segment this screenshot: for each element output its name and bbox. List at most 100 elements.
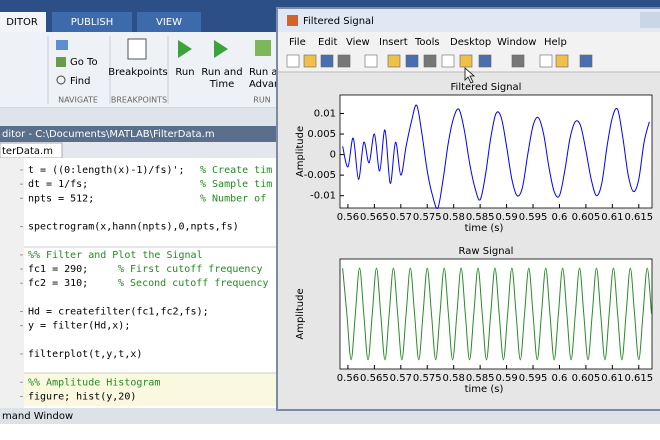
tab-label[interactable]: PUBLISH bbox=[71, 17, 114, 28]
x-tick-label: 0.565 bbox=[360, 212, 389, 223]
tool-button[interactable] bbox=[423, 54, 437, 68]
tool-button[interactable] bbox=[539, 54, 553, 68]
x-tick-label: 0.58 bbox=[443, 212, 465, 223]
y-tick-label: -0.01 bbox=[310, 191, 336, 202]
tool-button[interactable] bbox=[337, 54, 351, 68]
button-label[interactable]: Run and bbox=[201, 67, 242, 78]
tool-button[interactable] bbox=[286, 54, 300, 68]
x-tick-label: 0.575 bbox=[413, 212, 442, 223]
tool-button[interactable] bbox=[320, 54, 334, 68]
code-comment: % Number of bbox=[200, 193, 266, 204]
menu-item[interactable]: View bbox=[346, 37, 370, 48]
code-comment: % Create tim bbox=[200, 165, 272, 176]
tool-button[interactable] bbox=[387, 54, 401, 68]
button-label[interactable]: Go To bbox=[70, 57, 98, 68]
code-text: t = ((0:length(x)-1)/fs)'; bbox=[28, 165, 185, 176]
x-tick-label: 0.595 bbox=[519, 212, 548, 223]
icon bbox=[178, 40, 192, 58]
x-tick-label: 0.615 bbox=[624, 212, 653, 223]
x-tick-label: 0.585 bbox=[466, 373, 495, 384]
button-label[interactable]: Find bbox=[70, 76, 91, 87]
x-tick-label: 0.615 bbox=[624, 373, 653, 384]
editor-path: ditor - C:\Documents\MATLAB\FilterData.m bbox=[2, 129, 215, 140]
x-tick-label: 0.57 bbox=[390, 212, 412, 223]
code-text: fc2 = 310; bbox=[28, 278, 88, 289]
tool-button[interactable] bbox=[303, 54, 317, 68]
x-tick-label: 0.57 bbox=[390, 373, 412, 384]
tool-button[interactable] bbox=[511, 54, 525, 68]
tab-label[interactable]: DITOR bbox=[6, 17, 38, 28]
y-tick-label: -0.005 bbox=[304, 170, 336, 181]
command-window-label: mand Window bbox=[2, 411, 73, 422]
x-tick-label: 0.6 bbox=[552, 373, 568, 384]
x-axis-label: time (s) bbox=[465, 384, 504, 395]
x-axis-label: time (s) bbox=[465, 223, 504, 234]
x-tick-label: 0.605 bbox=[572, 212, 601, 223]
path-bar bbox=[0, 126, 280, 142]
x-tick-label: 0.58 bbox=[443, 373, 465, 384]
button-label[interactable]: Run bbox=[175, 67, 194, 78]
section-label: BREAKPOINTS bbox=[111, 96, 167, 105]
y-axis-label: Amplitude bbox=[295, 126, 306, 177]
tool-button[interactable] bbox=[579, 54, 593, 68]
title-bar bbox=[278, 9, 660, 32]
button-label[interactable]: Breakpoints bbox=[108, 67, 168, 78]
tool-button[interactable] bbox=[459, 54, 473, 68]
file-tab-label[interactable]: terData.m bbox=[2, 146, 53, 157]
menu-item[interactable]: File bbox=[289, 37, 306, 48]
chart-title: Filtered Signal bbox=[451, 82, 522, 93]
code-text: Hd = createfilter(fc1,fc2,fs); bbox=[28, 307, 209, 318]
x-tick-label: 0.585 bbox=[466, 212, 495, 223]
tab-label[interactable]: VIEW bbox=[156, 17, 182, 28]
menu-item[interactable]: Help bbox=[544, 37, 567, 48]
code-text: y = filter(Hd,x); bbox=[28, 321, 130, 332]
button-label[interactable]: Time bbox=[209, 79, 234, 90]
menu-item[interactable]: Desktop bbox=[450, 37, 491, 48]
code-comment: %% Filter and Plot the Signal bbox=[28, 250, 203, 261]
code-text: dt = 1/fs; bbox=[28, 179, 88, 190]
tab[interactable] bbox=[137, 12, 201, 32]
icon bbox=[56, 57, 66, 67]
icon bbox=[127, 38, 147, 60]
tool-button[interactable] bbox=[364, 54, 378, 68]
y-axis-label: Amplitude bbox=[295, 288, 306, 339]
tool-button[interactable] bbox=[441, 54, 455, 68]
button-label[interactable]: Run and bbox=[249, 67, 290, 78]
button-label[interactable]: Advanc bbox=[249, 79, 286, 90]
command-bar bbox=[0, 408, 280, 424]
app-icon bbox=[287, 15, 298, 26]
menu-item[interactable]: Window bbox=[497, 37, 536, 48]
x-tick-label: 0.565 bbox=[360, 373, 389, 384]
code-text: filterplot(t,y,t,x) bbox=[28, 349, 142, 360]
menu-item[interactable]: Edit bbox=[318, 37, 337, 48]
tool-button[interactable] bbox=[405, 54, 419, 68]
tool-button[interactable] bbox=[555, 54, 569, 68]
command-bar bbox=[280, 408, 660, 424]
menu-item[interactable]: Tools bbox=[414, 37, 440, 48]
menu-item[interactable]: Insert bbox=[379, 37, 408, 48]
x-tick-label: 0.575 bbox=[413, 373, 442, 384]
active-cell bbox=[24, 373, 280, 406]
code-comment: %% Amplitude Histogram bbox=[28, 377, 160, 388]
code-comment: % Sample tim bbox=[200, 179, 272, 190]
code-text: spectrogram(x,hann(npts),0,npts,fs) bbox=[28, 222, 239, 233]
tool-button[interactable] bbox=[478, 54, 492, 68]
x-tick-label: 0.605 bbox=[572, 373, 601, 384]
window-button[interactable] bbox=[640, 12, 660, 28]
window-title: Filtered Signal bbox=[303, 16, 374, 27]
y-tick-label: 0.01 bbox=[314, 108, 336, 119]
icon bbox=[56, 75, 66, 85]
menu: File Edit View Insert Tools Desktop Window Help bbox=[289, 37, 567, 48]
code-text: figure; hist(y,20) bbox=[28, 391, 136, 402]
tab[interactable] bbox=[52, 12, 132, 32]
x-tick-label: 0.61 bbox=[601, 373, 623, 384]
chart-title: Raw Signal bbox=[459, 246, 514, 257]
x-tick-label: 0.61 bbox=[601, 212, 623, 223]
code-area bbox=[0, 158, 280, 408]
icon bbox=[214, 40, 228, 58]
signal-line bbox=[342, 104, 650, 210]
icon bbox=[56, 40, 68, 50]
code-comment: % Second cutoff frequency bbox=[118, 278, 269, 289]
